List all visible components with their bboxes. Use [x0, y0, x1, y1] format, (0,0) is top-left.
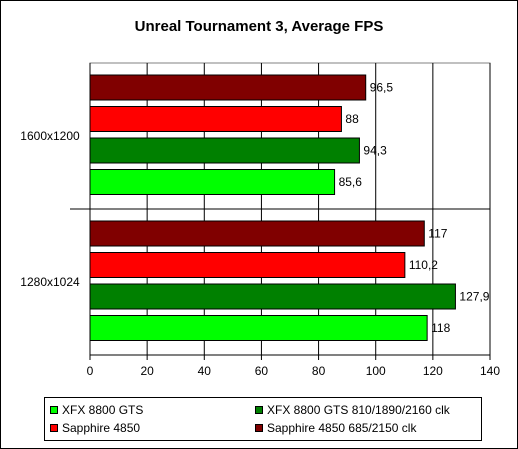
legend-item: Sapphire 4850 — [50, 419, 140, 437]
x-tick-label: 40 — [198, 364, 212, 378]
legend-swatch — [50, 424, 58, 432]
x-tick-label: 120 — [423, 364, 443, 378]
data-label: 94,3 — [363, 144, 387, 158]
legend-swatch — [50, 406, 58, 414]
legend-item: XFX 8800 GTS 810/1890/2160 clk — [255, 401, 450, 419]
bar — [89, 315, 428, 341]
legend-label: Sapphire 4850 685/2150 clk — [267, 421, 417, 435]
chart-title: Unreal Tournament 3, Average FPS — [134, 18, 384, 35]
legend-swatch — [255, 424, 263, 432]
bar — [89, 220, 425, 247]
category-label: 1600x1200 — [20, 129, 80, 143]
bar — [89, 252, 406, 278]
bar — [89, 74, 367, 101]
legend-label: XFX 8800 GTS — [62, 403, 144, 417]
data-label: 88 — [345, 112, 359, 126]
bar — [89, 137, 360, 164]
x-tick-label: 80 — [312, 364, 326, 378]
bar — [89, 169, 336, 195]
x-tick-label: 100 — [366, 364, 386, 378]
category-label: 1280x1024 — [20, 275, 80, 289]
data-label: 127,9 — [459, 290, 489, 304]
data-label: 117 — [428, 227, 447, 241]
x-tick-label: 60 — [255, 364, 269, 378]
bar — [89, 106, 342, 132]
legend-item: XFX 8800 GTS — [50, 401, 143, 419]
data-label: 85,6 — [339, 175, 363, 189]
data-label: 110,2 — [409, 258, 438, 272]
x-tick-label: 140 — [480, 364, 500, 378]
data-label: 118 — [431, 321, 450, 335]
legend-swatch — [255, 406, 263, 414]
legend: XFX 8800 GTS XFX 8800 GTS 810/1890/2160 c… — [44, 397, 482, 441]
x-tick-label: 20 — [140, 364, 154, 378]
legend-label: Sapphire 4850 — [62, 421, 141, 435]
bar — [89, 283, 456, 310]
legend-item: Sapphire 4850 685/2150 clk — [255, 419, 416, 437]
data-label: 96,5 — [370, 81, 394, 95]
x-tick-label: 0 — [87, 364, 94, 378]
legend-label: XFX 8800 GTS 810/1890/2160 clk — [267, 403, 450, 417]
